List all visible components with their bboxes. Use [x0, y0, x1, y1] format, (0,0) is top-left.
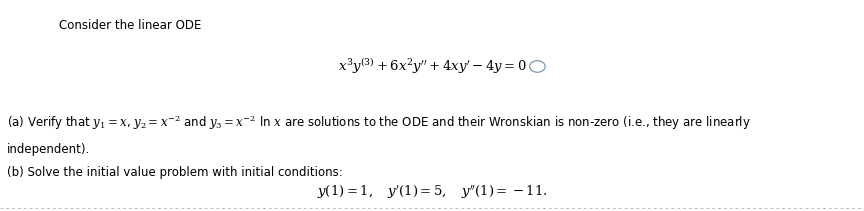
- Text: $x^3y^{(3)} + 6x^2y'' + 4xy' - 4y = 0$: $x^3y^{(3)} + 6x^2y'' + 4xy' - 4y = 0$: [338, 57, 526, 76]
- Text: (a) Verify that $y_1 = x$, $y_2 = x^{-2}$ and $y_3 = x^{-2}$ ln $x$ are solution: (a) Verify that $y_1 = x$, $y_2 = x^{-2}…: [7, 113, 751, 132]
- Text: (b) Solve the initial value problem with initial conditions:: (b) Solve the initial value problem with…: [7, 166, 343, 179]
- Text: Consider the linear ODE: Consider the linear ODE: [59, 19, 201, 32]
- Text: $y(1) = 1, \quad y'(1) = 5, \quad y''(1) = -11.$: $y(1) = 1, \quad y'(1) = 5, \quad y''(1)…: [317, 183, 547, 201]
- Text: independent).: independent).: [7, 143, 90, 157]
